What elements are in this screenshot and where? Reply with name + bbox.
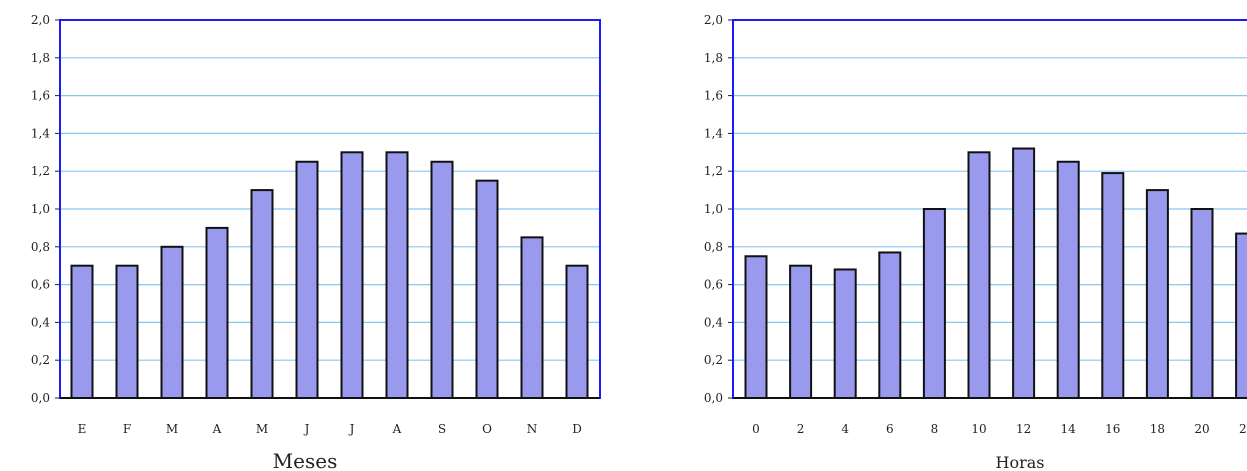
y-tick-label: 0,6 — [31, 278, 50, 292]
bar — [565, 264, 589, 400]
bar — [1012, 147, 1036, 399]
x-tick-label: 4 — [841, 422, 849, 436]
bar — [878, 251, 902, 399]
bar — [115, 264, 139, 400]
y-tick-label: 1,6 — [704, 89, 723, 103]
x-tick-label: 14 — [1061, 422, 1077, 436]
monthly-bar-chart: 0,0 0,2 0,4 0,6 0,8 1,0 1,2 1,4 1,6 1,8 2,0 E F M A M J J… — [0, 0, 620, 471]
bar — [430, 160, 454, 399]
y-tick-label: 0,6 — [704, 278, 723, 292]
bar — [1101, 172, 1125, 399]
y-tick-label: 1,8 — [704, 51, 723, 65]
x-tick-label: 18 — [1150, 422, 1165, 436]
bar — [250, 189, 274, 399]
x-tick-label: 0 — [752, 422, 760, 436]
y-tick-label: 0,8 — [704, 240, 723, 254]
y-tick-label: 1,4 — [31, 126, 50, 140]
x-tick-label: J — [303, 422, 310, 436]
x-tick-label: S — [438, 422, 446, 436]
bar — [70, 264, 94, 400]
y-tick-label: 0,2 — [31, 353, 50, 367]
bar — [385, 151, 409, 399]
bar — [295, 160, 319, 399]
x-tick-label: 22 — [1239, 422, 1247, 436]
bar — [475, 179, 499, 399]
bar — [833, 268, 857, 400]
y-tick-label: 0,0 — [704, 391, 723, 405]
x-tick-label: D — [572, 422, 582, 436]
hourly-bar-chart: 0,0 0,2 0,4 0,6 0,8 1,0 1,2 1,4 1,6 1,8 2,0 0 2 4 6 8 10… — [660, 0, 1247, 471]
x-tick-label: E — [78, 422, 87, 436]
y-tick-label: 0,4 — [31, 315, 50, 329]
y-tick-label: 1,8 — [31, 51, 50, 65]
x-tick-label: 16 — [1105, 422, 1120, 436]
bar — [744, 255, 768, 399]
y-tick-label: 0,8 — [31, 240, 50, 254]
x-tick-label: O — [482, 422, 492, 436]
y-tick-label: 0,4 — [704, 315, 723, 329]
bar — [789, 264, 813, 400]
x-tick-label: N — [527, 422, 538, 436]
bar — [1056, 160, 1080, 399]
hourly-bar-chart-svg: 0,0 0,2 0,4 0,6 0,8 1,0 1,2 1,4 1,6 1,8 2,0 0 2 4 6 8 10… — [704, 13, 1247, 471]
x-tick-label: 12 — [1016, 422, 1031, 436]
bar — [1235, 232, 1247, 399]
y-tick-label: 1,6 — [31, 89, 50, 103]
x-axis-title: Meses — [273, 449, 338, 471]
y-tick-label: 0,0 — [31, 391, 50, 405]
y-tick-label: 1,0 — [704, 202, 723, 216]
bar — [520, 236, 544, 399]
bar — [205, 226, 229, 399]
x-tick-label: M — [256, 422, 268, 436]
x-tick-label: A — [212, 422, 222, 436]
bar — [967, 151, 991, 399]
y-tick-label: 1,0 — [31, 202, 50, 216]
x-tick-label: 6 — [886, 422, 894, 436]
y-tick-label: 1,2 — [704, 164, 723, 178]
y-tick-label: 2,0 — [31, 13, 50, 27]
y-tick-label: 1,2 — [31, 164, 50, 178]
x-tick-label: 8 — [931, 422, 939, 436]
bar — [160, 245, 184, 399]
monthly-bar-chart-svg: 0,0 0,2 0,4 0,6 0,8 1,0 1,2 1,4 1,6 1,8 2,0 E F M A M J J… — [31, 13, 601, 471]
y-tick-label: 2,0 — [704, 13, 723, 27]
bar — [1190, 208, 1214, 399]
x-tick-label: 2 — [797, 422, 805, 436]
x-tick-label: A — [392, 422, 402, 436]
x-tick-label: F — [123, 422, 131, 436]
x-axis-title: Horas — [996, 453, 1045, 471]
x-tick-label: J — [348, 422, 355, 436]
y-tick-label: 0,2 — [704, 353, 723, 367]
x-tick-label: 20 — [1194, 422, 1209, 436]
x-tick-label: M — [166, 422, 178, 436]
bar — [922, 208, 946, 399]
x-tick-label: 10 — [971, 422, 986, 436]
bar — [340, 151, 364, 399]
y-tick-label: 1,4 — [704, 126, 723, 140]
bar — [1145, 189, 1169, 399]
